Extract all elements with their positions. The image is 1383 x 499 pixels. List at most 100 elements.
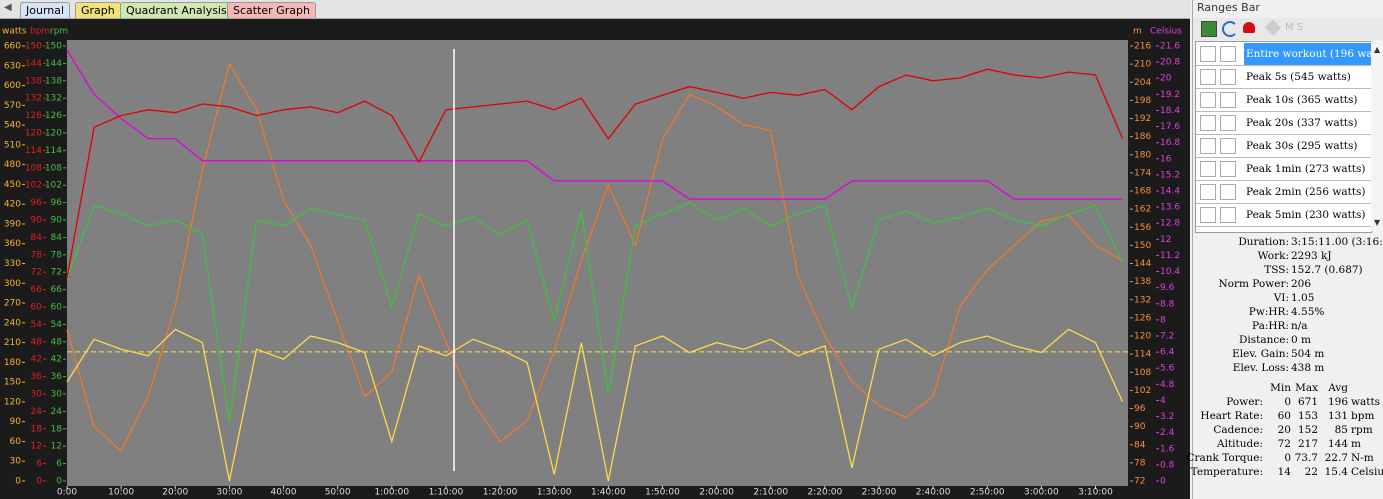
toolbar-button[interactable] (1264, 19, 1282, 36)
y-tick-label: 21.6 (1160, 42, 1180, 52)
unit: rpm (1351, 424, 1373, 436)
y-tick-label: 12 (1160, 235, 1171, 245)
tab[interactable]: Journal (20, 2, 71, 18)
cell-min: 72 (1277, 438, 1291, 450)
toolbar-text: M S (1285, 22, 1304, 33)
cell-max: 153 (1297, 410, 1318, 422)
range-item[interactable]: Peak 30s (295 watts) (1196, 135, 1371, 158)
column-header: Max (1295, 382, 1318, 394)
y-tick-label: 120 (25, 129, 42, 139)
y-tick-label: 150 (1134, 241, 1151, 251)
toolbar-button[interactable] (1222, 21, 1238, 37)
checkbox[interactable] (1200, 46, 1216, 62)
range-item[interactable]: Peak 5min (230 watts) (1196, 204, 1371, 227)
cell-max: 152 (1297, 424, 1318, 436)
y-tick-label: 24 (51, 407, 63, 417)
y-tick-label: 42 (31, 355, 42, 365)
series-line (66, 201, 1124, 424)
scrollbar[interactable]: ▲ ▼ (1371, 41, 1383, 231)
cell-avg: 22.7 (1324, 452, 1348, 464)
y-tick-label: 2.4 (1160, 428, 1175, 438)
checkbox[interactable] (1200, 115, 1216, 131)
cell-min: 60 (1277, 410, 1291, 422)
checkbox[interactable] (1220, 138, 1236, 154)
y-tick-label: 420 (4, 200, 21, 210)
range-label: Peak 5min (230 watts) (1246, 209, 1366, 221)
stat-label: Pa:HR: (1252, 320, 1289, 332)
y-tick-label: 54 (51, 320, 63, 330)
y-tick-label: 12.8 (1160, 219, 1180, 229)
checkbox[interactable] (1220, 207, 1236, 223)
y-tick-label: 4 (1160, 396, 1166, 406)
y-tick-label: 4.8 (1160, 380, 1175, 390)
range-item[interactable]: Peak 2min (256 watts) (1196, 181, 1371, 204)
checkbox[interactable] (1220, 46, 1236, 62)
x-tick-label: 40:00 (271, 488, 297, 498)
checkbox[interactable] (1200, 184, 1216, 200)
y-tick-label: 102 (25, 181, 42, 191)
y-tick-label: 120 (45, 129, 62, 139)
y-tick-label: 102 (1134, 386, 1151, 396)
checkbox[interactable] (1220, 115, 1236, 131)
x-tick-label: 3:10:00 (1078, 488, 1113, 498)
tab[interactable]: Quadrant Analysis (120, 2, 233, 18)
toolbar-button[interactable] (1243, 22, 1255, 33)
checkbox[interactable] (1200, 138, 1216, 154)
y-tick-label: 20.8 (1160, 58, 1180, 68)
tab[interactable]: Scatter Graph (227, 2, 316, 18)
range-label: Peak 1min (273 watts) (1246, 163, 1366, 175)
axis-title: bpm (30, 27, 50, 37)
ranges-list: Entire workout (196 watts) Peak 5s (545 w… (1195, 41, 1372, 233)
cell-avg: 144 (1327, 438, 1348, 450)
cell-min: 0 (1284, 396, 1291, 408)
range-item[interactable]: Entire workout (196 watts) (1196, 43, 1371, 66)
y-tick-label: 48 (51, 337, 63, 347)
checkbox[interactable] (1220, 161, 1236, 177)
checkbox[interactable] (1220, 69, 1236, 85)
y-tick-label: 15.2 (1160, 170, 1180, 180)
range-item[interactable]: Peak 20s (337 watts) (1196, 112, 1371, 135)
y-tick-label: 42 (51, 355, 62, 365)
series-line (66, 62, 1123, 452)
tab[interactable]: Graph (75, 2, 121, 18)
range-item[interactable]: Peak 1min (273 watts) (1196, 158, 1371, 181)
checkbox[interactable] (1220, 92, 1236, 108)
checkbox[interactable] (1200, 69, 1216, 85)
y-tick-label: 11.2 (1160, 251, 1180, 261)
cell-min: 20 (1277, 424, 1291, 436)
column-header: Min (1270, 382, 1291, 394)
range-item[interactable]: Peak 5s (545 watts) (1196, 66, 1371, 89)
unit: m (1351, 438, 1361, 450)
checkbox[interactable] (1220, 184, 1236, 200)
y-tick-label: 96 (31, 198, 43, 208)
row-label: Heart Rate: (1200, 410, 1263, 422)
checkbox[interactable] (1200, 161, 1216, 177)
y-tick-label: 90 (1134, 422, 1146, 432)
range-item[interactable]: Peak 10s (365 watts) (1196, 89, 1371, 112)
y-tick-label: 36 (51, 372, 63, 382)
y-tick-label: 150 (4, 378, 21, 388)
row-label: Crank Torque: (1186, 452, 1263, 464)
row-label: Power: (1226, 396, 1263, 408)
toolbar-button[interactable] (1201, 21, 1217, 37)
stat-value: 2293 kJ (1291, 250, 1332, 262)
y-tick-label: 1.6 (1160, 444, 1175, 454)
checkbox[interactable] (1200, 92, 1216, 108)
y-tick-label: 7.2 (1160, 332, 1174, 342)
ranges-bar: Ranges Bar M S Entire workout (196 watts… (1186, 0, 1383, 499)
y-tick-label: 96 (51, 198, 63, 208)
y-tick-label: 18 (31, 424, 43, 434)
y-tick-label: 630 (4, 61, 21, 71)
y-tick-label: 162 (1134, 205, 1151, 215)
stat-value: 206 (1291, 278, 1312, 290)
checkbox[interactable] (1200, 207, 1216, 223)
y-tick-label: 186 (1134, 132, 1151, 142)
tab-bar: Journal Graph Quadrant Analysis Scatter Gra… (0, 0, 1190, 19)
y-tick-label: 16.8 (1160, 138, 1180, 148)
tab-arrow[interactable]: ◀ (4, 2, 12, 13)
series-line (66, 49, 1123, 200)
y-tick-label: 18 (51, 424, 63, 434)
y-tick-label: 198 (1134, 96, 1151, 106)
x-tick-label: 3:00:00 (1024, 488, 1059, 498)
y-tick-label: 10.4 (1160, 267, 1180, 277)
